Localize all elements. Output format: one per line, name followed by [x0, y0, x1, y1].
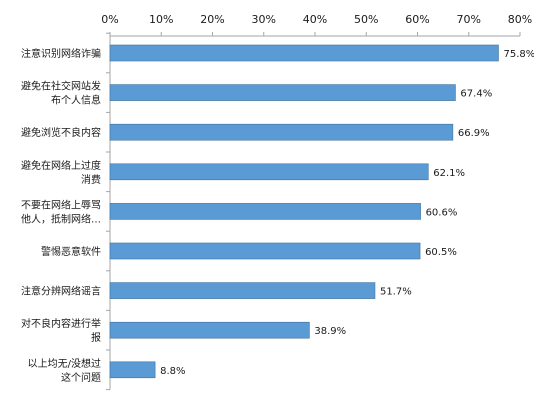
category-label-line: 避免在社交网站发: [21, 80, 101, 93]
category-label-line: 警惕恶意软件: [41, 245, 101, 258]
category-label: 避免浏览不良内容: [21, 126, 101, 139]
x-tick-label: 10%: [149, 13, 173, 26]
category-label: 不要在网络上辱骂他人，抵制网络…: [21, 198, 101, 225]
category-label-line: 这个问题: [61, 371, 101, 384]
category-label-line: 不要在网络上辱骂: [21, 198, 101, 211]
value-label: 67.4%: [460, 89, 492, 100]
bar: [109, 163, 429, 181]
x-tick-label: 60%: [405, 13, 429, 26]
category-label: 注意分辨网络谣言: [21, 285, 101, 298]
x-tick-label: 0%: [101, 13, 118, 26]
category-label-line: 以上均无/没想过: [28, 357, 101, 370]
category-label: 警惕恶意软件: [41, 245, 101, 258]
bar: [109, 84, 456, 101]
category-label-line: 注意识别网络诈骗: [21, 47, 101, 60]
bar: [109, 203, 421, 220]
category-label-line: 对不良内容进行举: [21, 317, 101, 330]
labels-layer: 75.8% 注意识别网络诈骗 67.4% 避免在社交网站发布个人信息 66.9% 避免浏览…: [21, 47, 534, 384]
x-tick-label: 20%: [200, 13, 224, 26]
category-label-line: 避免浏览不良内容: [21, 126, 101, 139]
category-label-line: 他人，抵制网络…: [21, 212, 101, 225]
bar: [109, 44, 499, 62]
value-label: 62.1%: [433, 168, 465, 179]
category-label: 避免在网络上过度消费: [21, 159, 101, 186]
category-label-line: 避免在网络上过度: [21, 159, 101, 172]
x-tick-label: 50%: [354, 13, 378, 26]
bar: [109, 282, 376, 299]
category-label: 以上均无/没想过这个问题: [28, 357, 101, 384]
value-label: 51.7%: [380, 287, 412, 298]
value-label: 60.5%: [425, 247, 457, 258]
bar: [109, 361, 156, 379]
value-label: 75.8%: [503, 49, 534, 60]
category-label: 注意识别网络诈骗: [21, 47, 101, 60]
value-label: 60.6%: [426, 207, 458, 218]
category-label-line: 注意分辨网络谣言: [21, 285, 101, 298]
x-tick-label: 80%: [508, 13, 532, 26]
bar: [109, 123, 454, 141]
bar: [109, 242, 421, 260]
category-label: 对不良内容进行举报: [21, 317, 101, 344]
value-label: 38.9%: [314, 326, 346, 337]
bar: [109, 321, 310, 339]
x-tick-label: 70%: [457, 13, 481, 26]
x-tick-label: 30%: [252, 13, 276, 26]
category-label-line: 报: [91, 331, 101, 344]
category-label: 避免在社交网站发布个人信息: [21, 80, 101, 107]
bars-layer: [109, 44, 499, 379]
value-label: 66.9%: [458, 128, 490, 139]
category-label-line: 消费: [81, 173, 101, 186]
x-tick-label: 40%: [303, 13, 327, 26]
value-label: 8.8%: [160, 366, 185, 377]
category-label-line: 布个人信息: [51, 94, 101, 107]
